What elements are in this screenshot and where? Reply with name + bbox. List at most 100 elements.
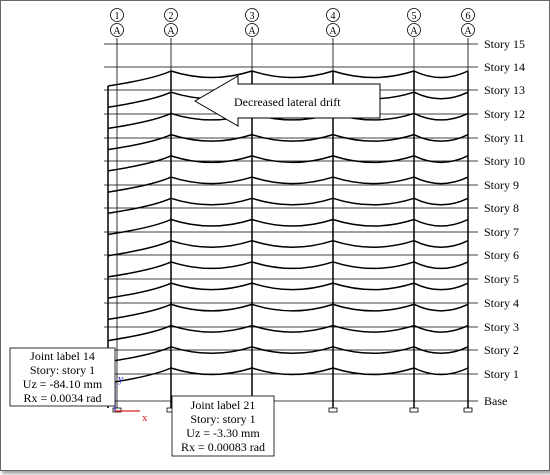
deformed-beam [251,218,334,227]
column-letter: A [410,26,418,37]
deformed-beam [413,70,469,79]
deformed-beam [251,70,334,79]
joint-14-line-2: Story: story 1 [30,363,95,377]
deformed-beam [251,133,334,142]
deformed-beam [170,239,253,248]
deformed-beam [413,367,469,376]
deformed-beam [413,176,469,185]
deformed-beam [170,70,253,79]
joint-21-line-1: Joint label 21 [191,398,256,412]
deformed-beam [332,155,415,164]
deformed-beam [332,324,415,333]
deformed-beam [332,282,415,291]
deformed-beam [170,282,253,291]
story-label: Story 8 [484,201,519,215]
deformed-beam [170,261,253,270]
deformed-beam [332,197,415,206]
story-label: Base [484,394,507,408]
deformed-beam [251,346,334,355]
deformed-beam [170,176,253,185]
deformed-beam [413,240,469,248]
y-axis-label: y [118,373,124,385]
deformed-beam [107,176,172,193]
deformed-beam [251,261,334,270]
support-symbol [409,407,419,413]
deformed-beam [170,155,253,164]
deformed-beam [170,133,253,142]
column-number: 1 [115,11,120,22]
deformed-beam [170,218,253,227]
decreased-drift-arrow: Decreased lateral drift [194,75,381,127]
joint-14-line-3: Uz = -84.10 mm [23,377,103,391]
story-label: Story 3 [484,320,519,334]
deformed-beam [332,133,415,142]
deformed-beam [332,176,415,185]
deformed-beam [107,346,172,363]
deformed-frame [107,70,469,408]
deformed-beam [413,91,469,100]
deformed-beam [332,239,415,248]
deformed-beam [413,324,469,333]
deformed-beam [332,367,415,376]
deformed-beam [170,324,253,333]
deformed-beam [107,324,172,342]
deformed-beam [413,155,469,164]
story-label: Story 10 [484,154,525,168]
deformed-beam [413,282,469,291]
support-symbol [328,407,338,413]
x-axis-label: x [142,412,148,424]
deformed-beam [170,346,253,355]
deformed-beam [107,133,172,151]
deformed-beam [251,155,334,164]
column-letter: A [248,26,256,37]
column-number: 6 [466,11,471,22]
deformed-beam [251,176,334,185]
deformed-beam [107,303,172,321]
story-labels: Story 15 Story 14 Story 13 Story 12 Story 11… [484,37,525,408]
column-bubble: 2A [164,8,178,37]
deformed-beam [332,218,415,227]
deformed-beam [413,303,469,312]
deformed-beam [107,240,172,257]
deformed-beam [413,261,469,270]
deformed-beam [251,324,334,333]
deformed-beam [332,303,415,312]
joint-21-line-2: Story: story 1 [190,412,255,426]
story-label: Story 12 [484,107,525,121]
deformed-beam [413,197,469,206]
joint-21-line-3: Uz = -3.30 mm [186,426,260,440]
deformed-beam [107,218,172,236]
deformed-beam [413,112,469,121]
column-bubble: 4A [326,8,340,37]
deformed-beam [251,367,334,376]
deformed-beam [170,303,253,312]
story-label: Story 5 [484,272,519,286]
column-bubble: 6A [461,8,475,37]
deformed-beam [413,133,469,142]
support-symbol [463,407,473,413]
deformed-beam [332,70,415,79]
joint-14-line-4: Rx = 0.0034 rad [23,391,101,405]
story-label: Story 6 [484,248,519,262]
column-number: 5 [412,11,417,22]
story-label: Story 13 [484,83,525,97]
story-label: Story 14 [484,60,525,74]
deformed-beam [170,197,253,206]
deformed-beam [107,282,172,299]
joint-14-line-1: Joint label 14 [30,349,95,363]
deformed-beam [251,239,334,248]
story-label: Story 11 [484,131,525,145]
story-label: Story 15 [484,37,525,51]
deformed-beam [107,112,172,130]
support-symbol [112,407,122,413]
deformed-beam [251,282,334,291]
deformed-beam [107,155,172,172]
story-label: Story 2 [484,343,519,357]
column-letter: A [329,26,337,37]
deformed-beam [107,197,172,215]
deformed-beam [107,261,172,278]
deformed-beam [170,367,253,376]
coordinate-axes: y x [114,373,148,424]
